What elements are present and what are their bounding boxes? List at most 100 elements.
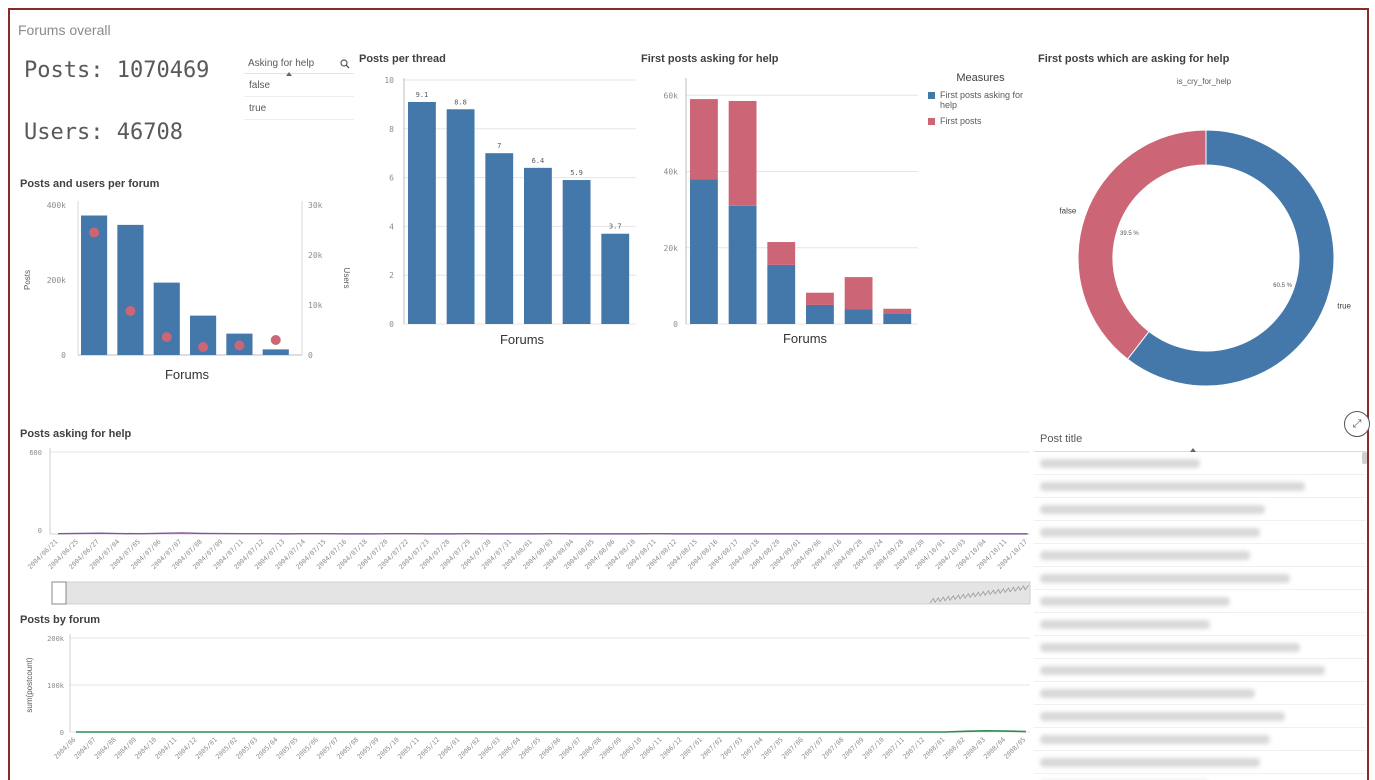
y-tick-label: 0 (673, 320, 678, 329)
filter-option-false[interactable]: false (244, 74, 354, 97)
table-row[interactable] (1034, 475, 1366, 498)
y-tick-label: 6 (389, 174, 394, 183)
y-tick-label: 8 (389, 125, 394, 134)
bar-segment-first (767, 242, 796, 265)
bar-segment-first (844, 277, 873, 310)
bar (485, 153, 514, 324)
blurred-cell-text (1040, 758, 1260, 767)
bar (262, 349, 289, 355)
y-tick-label: 200k (47, 276, 66, 285)
panel-title-first-posts: First posts asking for help (641, 53, 779, 65)
post-title-column-header[interactable]: Post title (1034, 430, 1366, 452)
posts-users-chart: 0 200k 400k 0 10k 20k 30k Posts Users Forums (23, 201, 351, 382)
filter-header[interactable]: Asking for help (244, 54, 354, 74)
bar (562, 180, 591, 324)
sheet-title: Forums overall (18, 22, 111, 38)
filter-label: Asking for help (248, 58, 315, 69)
table-row[interactable] (1034, 590, 1366, 613)
y-tick-label: 0 (60, 729, 64, 737)
y-axis-title: sum(postcount) (25, 657, 34, 712)
y2-tick-label: 0 (308, 351, 313, 360)
slice-label: true (1337, 301, 1351, 310)
table-row[interactable] (1034, 498, 1366, 521)
legend-item[interactable]: First posts asking for help (928, 90, 1033, 110)
search-icon[interactable] (340, 58, 350, 69)
posts-by-forum-chart: 0100k200ksum(postcount)2004/062004/07200… (25, 634, 1030, 761)
expand-icon[interactable]: ⤢ (1344, 411, 1370, 437)
table-row[interactable] (1034, 751, 1366, 774)
bar (117, 224, 144, 355)
posts-help-timeline-chart: 60002004/06/212004/06/252004/06/272004/0… (26, 448, 1031, 605)
posts-per-thread-chart: 0 2 4 6 8 10 9.1 8.8 7 6.4 5.9 3.7 Forums (384, 76, 636, 347)
series-line (76, 730, 1026, 733)
donut-slice-false (1077, 129, 1207, 360)
slice-label: false (1059, 207, 1076, 216)
blurred-cell-text (1040, 551, 1250, 560)
slice-percent-label: 39.5 % (1120, 231, 1139, 237)
asking-for-help-filter[interactable]: Asking for help false true (244, 54, 354, 120)
table-row[interactable] (1034, 659, 1366, 682)
range-slider-track (51, 581, 1031, 605)
table-row[interactable] (1034, 452, 1366, 475)
series-line (57, 532, 1028, 535)
help-donut-chart: is_cry_for_help 60.5 % true 39.5 % false (1059, 77, 1352, 387)
legend-swatch (928, 92, 935, 99)
y-tick-label: 0 (38, 527, 42, 535)
blurred-cell-text (1040, 482, 1305, 491)
data-label: 6.4 (532, 157, 545, 165)
y2-axis-title: Users (342, 268, 351, 289)
y-tick-label: 200k (47, 635, 65, 643)
legend-title: Measures (956, 72, 1005, 84)
blurred-cell-text (1040, 574, 1290, 583)
range-slider-handle (51, 581, 67, 605)
table-row[interactable] (1034, 774, 1366, 780)
data-label: 7 (497, 142, 501, 150)
table-row[interactable] (1034, 705, 1366, 728)
x-axis-title: Forums (500, 332, 545, 347)
donut-slice-true (1126, 129, 1335, 387)
x-axis-title: Forums (783, 331, 828, 346)
kpi-users: Users: 46708 (24, 120, 183, 145)
bar (81, 215, 108, 355)
bar-segment-asking (883, 313, 912, 324)
y-tick-label: 0 (61, 351, 66, 360)
y-axis-title: Posts (23, 270, 32, 290)
table-row[interactable] (1034, 521, 1366, 544)
post-title-table-rows[interactable] (1034, 452, 1366, 780)
y2-tick-label: 10k (308, 301, 323, 310)
slice-percent-label: 60.5 % (1273, 283, 1292, 289)
y-tick-label: 40k (664, 168, 679, 177)
data-label: 9.1 (416, 91, 429, 99)
panel-title-help-time: Posts asking for help (20, 428, 132, 440)
table-row[interactable] (1034, 544, 1366, 567)
y-tick-label: 0 (389, 320, 394, 329)
y2-tick-label: 30k (308, 201, 323, 210)
bar-segment-asking (728, 205, 757, 324)
table-row[interactable] (1034, 613, 1366, 636)
table-scrollbar[interactable] (1362, 452, 1367, 464)
scatter-point (270, 335, 281, 345)
bar-segment-first (728, 100, 757, 206)
table-row[interactable] (1034, 567, 1366, 590)
bar-segment-first (883, 308, 912, 314)
table-row[interactable] (1034, 636, 1366, 659)
data-label: 5.9 (570, 169, 583, 177)
column-header-label: Post title (1040, 433, 1083, 445)
panel-title-posts-users: Posts and users per forum (20, 178, 160, 190)
table-row[interactable] (1034, 682, 1366, 705)
blurred-cell-text (1040, 597, 1230, 606)
blurred-cell-text (1040, 666, 1325, 675)
blurred-cell-text (1040, 528, 1260, 537)
y-tick-label: 20k (664, 244, 679, 253)
legend-item[interactable]: First posts (928, 116, 1033, 126)
scatter-point (234, 340, 245, 351)
y-tick-label: 10 (384, 76, 394, 85)
scatter-point (198, 342, 209, 352)
bar-segment-asking (806, 304, 834, 324)
table-row[interactable] (1034, 728, 1366, 751)
panel-title-donut: First posts which are asking for help (1038, 53, 1230, 65)
y-tick-label: 100k (47, 682, 65, 690)
data-label: 3.7 (609, 223, 622, 231)
filter-option-true[interactable]: true (244, 97, 354, 120)
